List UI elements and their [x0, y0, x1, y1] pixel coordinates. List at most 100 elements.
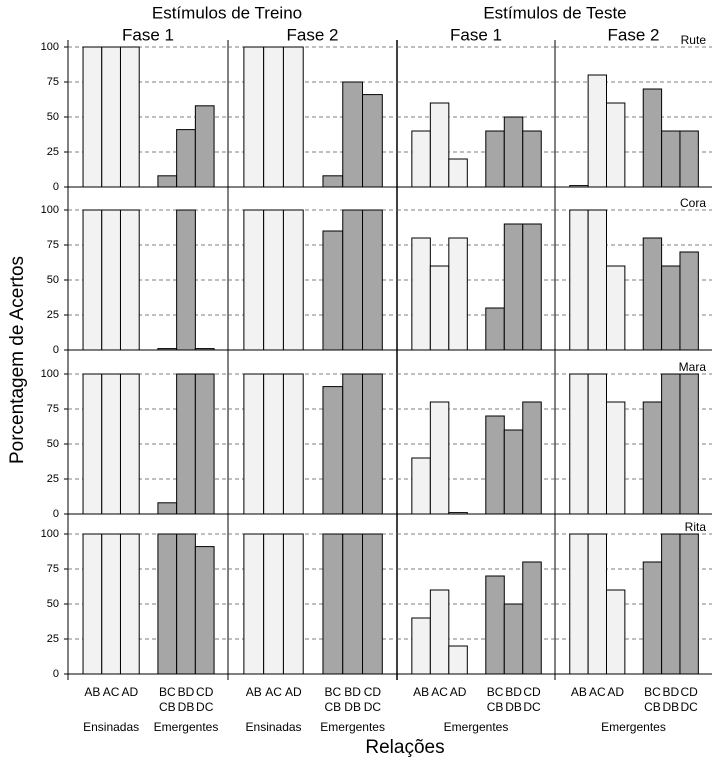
bar: [503, 116, 524, 188]
x-tick-label: DB: [344, 700, 361, 714]
bar: [661, 373, 681, 515]
bar: [569, 209, 589, 351]
bar: [679, 251, 699, 351]
bar: [679, 130, 699, 188]
bar: [587, 209, 607, 351]
x-tick-label: DC: [523, 700, 541, 714]
bar: [569, 533, 589, 675]
bar: [194, 546, 215, 675]
y-tick-label: 0: [53, 508, 59, 520]
bar: [642, 401, 663, 515]
y-tick-label: 100: [41, 528, 59, 540]
group-label: Emergentes: [154, 720, 219, 734]
y-tick-label: 0: [53, 344, 59, 356]
x-tick-label: AB: [246, 685, 262, 699]
x-tick-label: AD: [285, 685, 302, 699]
bar: [429, 102, 450, 188]
bar: [411, 130, 431, 188]
bar: [642, 88, 663, 188]
bar: [282, 373, 304, 515]
bar: [362, 533, 383, 675]
bar: [342, 373, 364, 515]
bar: [263, 46, 284, 188]
bar: [679, 533, 699, 675]
x-tick-label: CD: [680, 685, 698, 699]
bar: [322, 386, 344, 515]
bar: [503, 223, 524, 351]
bar: [448, 645, 468, 675]
x-tick-label: BD: [662, 685, 679, 699]
y-tick-label: 100: [41, 41, 59, 53]
x-tick-label: AB: [413, 685, 429, 699]
y-tick-label: 100: [41, 368, 59, 380]
bar: [157, 175, 178, 188]
x-tick-label: BC: [159, 685, 176, 699]
bar: [411, 457, 431, 515]
bar: [176, 129, 196, 188]
bar: [569, 373, 589, 515]
x-tick-label: AD: [450, 685, 467, 699]
bar: [642, 561, 663, 675]
bar: [101, 533, 121, 675]
bar: [429, 589, 450, 675]
x-tick-label: BC: [644, 685, 661, 699]
x-tick-label: DB: [662, 700, 679, 714]
x-tick-label: BC: [325, 685, 342, 699]
x-tick-label: CB: [325, 700, 342, 714]
phase-title: Fase 2: [287, 25, 339, 44]
bar: [362, 373, 383, 515]
column-group-title: Estímulos de Treino: [152, 3, 302, 22]
y-tick-label: 100: [41, 204, 59, 216]
y-tick-label: 25: [47, 633, 59, 645]
x-tick-label: AC: [431, 685, 448, 699]
bar: [82, 533, 103, 675]
bar: [82, 209, 103, 351]
x-tick-label: CB: [487, 700, 504, 714]
x-tick-label: CD: [523, 685, 541, 699]
x-tick-label: BC: [487, 685, 504, 699]
bar: [522, 561, 542, 675]
bar: [661, 533, 681, 675]
bar: [243, 209, 265, 351]
bar: [587, 533, 607, 675]
y-tick-label: 25: [47, 309, 59, 321]
bar: [263, 373, 284, 515]
bar: [503, 603, 524, 675]
x-tick-label: BD: [505, 685, 522, 699]
bar: [661, 130, 681, 188]
bar: [679, 373, 699, 515]
participant-name: Rita: [685, 520, 707, 534]
y-tick-label: 50: [47, 274, 59, 286]
bar: [522, 401, 542, 515]
bar: [322, 175, 344, 188]
bar: [503, 429, 524, 515]
bar: [587, 373, 607, 515]
phase-title: Fase 2: [608, 25, 660, 44]
x-tick-label: AD: [607, 685, 624, 699]
bar: [194, 105, 215, 188]
bar: [119, 209, 140, 351]
participant-name: Mara: [679, 360, 707, 374]
bar: [176, 209, 196, 351]
x-tick-label: CB: [644, 700, 661, 714]
x-tick-label: DC: [196, 700, 214, 714]
x-tick-label: AD: [122, 685, 139, 699]
y-tick-label: 75: [47, 76, 59, 88]
bar: [605, 265, 626, 351]
bar: [485, 307, 505, 351]
bar: [448, 158, 468, 188]
x-axis-label: Relações: [365, 737, 444, 758]
bar: [342, 533, 364, 675]
phase-title: Fase 1: [122, 25, 174, 44]
group-label: Emergentes: [601, 720, 666, 734]
bar: [82, 46, 103, 188]
bar: [642, 237, 663, 351]
bar: [282, 209, 304, 351]
group-label: Emergentes: [320, 720, 385, 734]
bar: [119, 373, 140, 515]
bar: [101, 373, 121, 515]
bar: [282, 46, 304, 188]
bar: [448, 237, 468, 351]
bar: [263, 209, 284, 351]
bar: [342, 81, 364, 188]
